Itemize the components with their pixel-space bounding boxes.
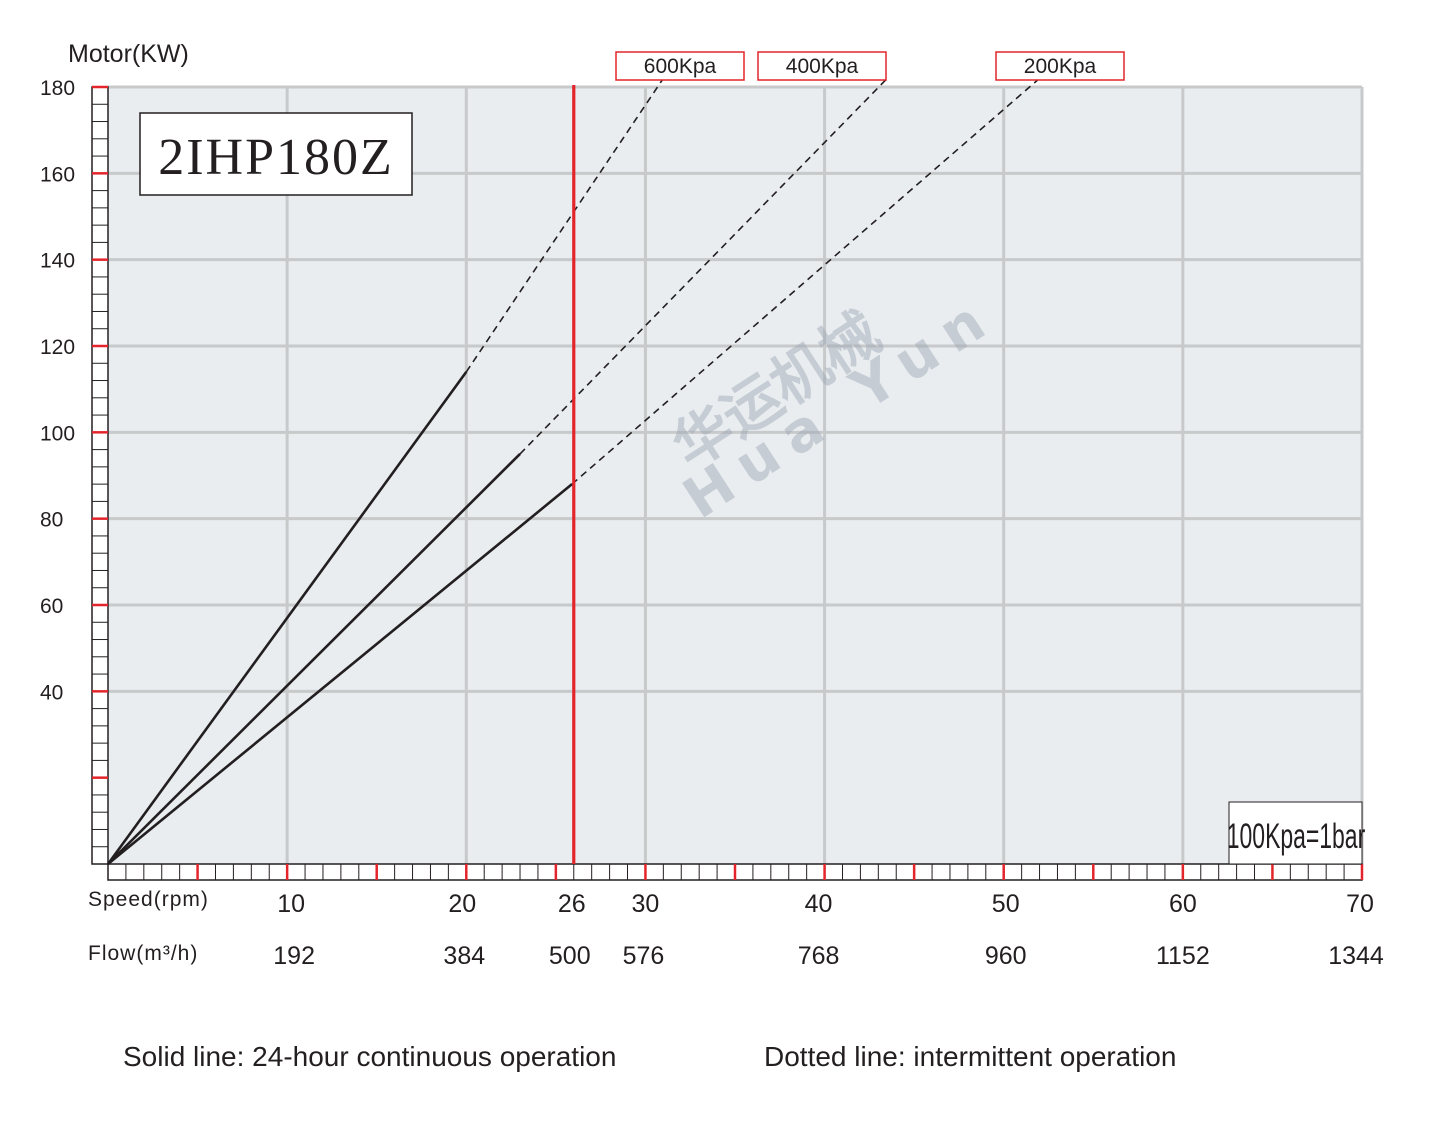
series-label-box — [757, 51, 887, 81]
y-tick-label: 60 — [40, 595, 63, 618]
series-label: 200Kpa — [1024, 55, 1097, 78]
y-tick-label: 80 — [40, 509, 63, 532]
y-tick-label: 40 — [40, 681, 63, 704]
axis-rulers — [91, 85, 1364, 881]
x-flow-tick-label: 1152 — [1156, 942, 1210, 970]
x-axis-speed-title: Speed(rpm) — [88, 888, 209, 911]
x-speed-tick-label: 50 — [992, 890, 1020, 918]
series-label-box — [615, 51, 745, 81]
x-speed-tick-label: 60 — [1169, 890, 1197, 918]
y-tick-label: 160 — [40, 163, 75, 186]
x-flow-tick-label: 576 — [623, 942, 665, 970]
conversion-note-box — [1228, 801, 1363, 865]
series-label-box — [995, 51, 1125, 81]
axis-labels: 40 60 80 100 120 140 160 180 10 192 20 384 26 500 30 57… — [40, 77, 1384, 970]
legend-dotted: Dotted line: intermittent operation — [764, 1041, 1176, 1072]
x-flow-tick-label: 960 — [985, 942, 1027, 970]
series-solid-600Kpa — [106, 371, 468, 865]
x-flow-tick-label: 1344 — [1328, 942, 1384, 970]
x-axis-flow-title: Flow(m³/h) — [88, 942, 198, 965]
x-speed-tick-label: 30 — [632, 890, 660, 918]
x-speed-tick-label: 26 — [558, 890, 586, 918]
y-tick-label: 180 — [40, 77, 75, 100]
plot-area — [108, 87, 1362, 864]
x-flow-tick-label: 384 — [443, 942, 485, 970]
model-title-box — [139, 112, 413, 196]
model-title: 2IHP180Z — [158, 129, 394, 186]
legend-solid: Solid line: 24-hour continuous operation — [123, 1041, 616, 1072]
y-tick-label: 100 — [40, 422, 75, 445]
series-dashed-600Kpa — [465, 77, 665, 373]
x-speed-tick-label: 20 — [448, 890, 476, 918]
y-tick-label: 140 — [40, 250, 75, 273]
y-ruler — [91, 86, 109, 865]
x-flow-tick-label: 768 — [798, 942, 840, 970]
x-flow-tick-label: 192 — [273, 942, 315, 970]
x-speed-tick-label: 70 — [1346, 890, 1374, 918]
series-solid-400Kpa — [107, 452, 521, 865]
conversion-note: 100Kpa=1bar — [1227, 817, 1366, 856]
x-speed-tick-label: 10 — [277, 890, 305, 918]
series-lines: 600Kpa 400Kpa 200Kpa — [106, 51, 1125, 866]
y-axis-title: Motor(KW) — [68, 40, 189, 68]
x-speed-tick-label: 40 — [805, 890, 833, 918]
series-label: 400Kpa — [786, 55, 859, 78]
y-tick-label: 120 — [40, 336, 75, 359]
x-flow-tick-label: 500 — [549, 942, 591, 970]
series-label: 600Kpa — [644, 55, 717, 78]
series-solid-200Kpa — [107, 483, 573, 866]
series-dashed-400Kpa — [519, 77, 888, 455]
